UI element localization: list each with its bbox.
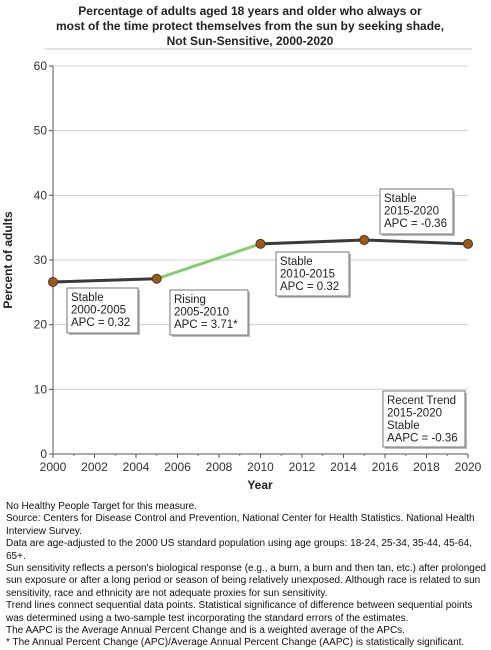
- x-tick-label: 2000: [40, 460, 67, 474]
- footnote: The AAPC is the Average Annual Percent C…: [6, 625, 405, 637]
- footnote: Trend lines connect sequential data poin…: [6, 600, 473, 624]
- chart-title-line: most of the time protect themselves from…: [55, 19, 445, 33]
- annotation-line: 2015-2020: [384, 206, 439, 218]
- x-tick-label: 2010: [247, 460, 274, 474]
- x-tick-label: 2016: [372, 460, 399, 474]
- x-tick-label: 2018: [413, 460, 440, 474]
- x-tick-label: 2008: [206, 460, 233, 474]
- annotation-line: Stable: [387, 420, 420, 432]
- x-tick-label: 2012: [289, 460, 316, 474]
- data-point: [151, 273, 162, 284]
- x-axis-label: Year: [247, 478, 273, 492]
- annotation-line: APC = -0.36: [384, 218, 447, 230]
- x-tick-label: 2014: [330, 460, 357, 474]
- chart-title-line: Percentage of adults aged 18 years and o…: [78, 4, 422, 18]
- annotation-frame: [379, 188, 454, 235]
- trend-segment: [156, 242, 261, 281]
- annotation-frame: [169, 289, 249, 336]
- annotation-line: Rising: [174, 294, 206, 306]
- annotation-line: AAPC = -0.36: [387, 433, 458, 445]
- y-axis-label: Percent of adults: [1, 211, 15, 309]
- footnote: Data are age-adjusted to the 2000 US sta…: [6, 538, 472, 562]
- footnote: No Healthy People Target for this measur…: [6, 501, 198, 512]
- annotation-frame: [66, 287, 139, 334]
- annotation-frame: [275, 251, 350, 297]
- chart-title: Percentage of adults aged 18 years and o…: [20, 4, 480, 49]
- footnote: Sun sensitivity reflects a person's biol…: [6, 563, 486, 599]
- data-points: [48, 234, 473, 287]
- annotation-line: 2005-2010: [174, 307, 229, 319]
- annotation-line: Recent Trend: [387, 395, 456, 407]
- x-tick-label: 2002: [81, 460, 108, 474]
- data-point: [255, 238, 266, 249]
- data-point: [359, 234, 370, 245]
- y-tick-label: 30: [34, 253, 48, 267]
- y-tick-label: 10: [34, 382, 48, 396]
- y-tick-label: 20: [34, 318, 48, 332]
- x-tick-label: 2020: [455, 460, 482, 474]
- annotation-line: 2010-2015: [280, 269, 335, 281]
- y-tick-label: 0: [40, 447, 47, 461]
- footnotes: No Healthy People Target for this measur…: [6, 501, 490, 650]
- y-tick-label: 60: [34, 59, 48, 73]
- data-point: [48, 276, 58, 287]
- footnote: Source: Centers for Disease Control and …: [6, 513, 475, 537]
- x-tick-label: 2004: [123, 460, 150, 474]
- annotation-line: APC = 0.32: [280, 281, 339, 293]
- data-point: [463, 238, 473, 249]
- y-tick-label: 40: [34, 188, 48, 202]
- annotation-line: Stable: [71, 292, 104, 304]
- annotation-line: 2000-2005: [71, 305, 126, 317]
- x-axis-ticks: 2000 2002 2004 2006 2008 2010 2012 2014 2016 2018…: [40, 454, 482, 474]
- y-tick-label: 50: [34, 124, 48, 138]
- annotation-line: APC = 0.32: [71, 317, 130, 329]
- annotation-line: 2015-2020: [387, 408, 442, 420]
- x-tick-label: 2006: [164, 460, 191, 474]
- annotation-line: APC = 3.71*: [174, 319, 238, 331]
- annotation-frame: [382, 390, 466, 448]
- annotation-line: Stable: [280, 256, 313, 268]
- footnote: * The Annual Percent Change (APC)/Averag…: [6, 637, 465, 649]
- trend-segment: [52, 277, 157, 284]
- y-axis-ticks: 0 10 20 30 40 50 60: [34, 59, 53, 461]
- annotation-line: Stable: [384, 193, 417, 205]
- chart-title-line: Not Sun-Sensitive, 2000-2020: [166, 34, 334, 48]
